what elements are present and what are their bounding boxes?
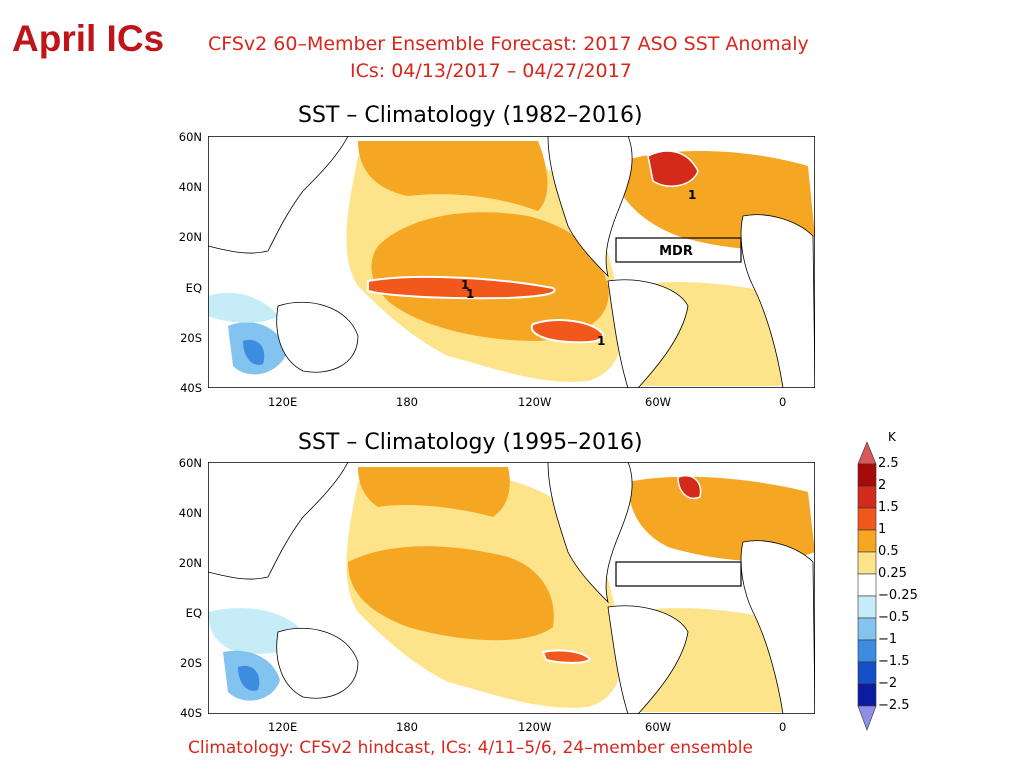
colorbar-level-label: 2.5 [878, 456, 899, 471]
map2-lat-label: 20N [178, 556, 202, 570]
map1-lat-label: 40N [178, 180, 202, 194]
colorbar-swatch [857, 463, 877, 487]
map1-africa-landmass [740, 214, 815, 388]
map2-gulf-stream-anomaly [677, 475, 702, 499]
map1-lat-label: EQ [185, 281, 202, 295]
colorbar [857, 441, 877, 731]
map1-north-america-landmass [547, 136, 633, 278]
colorbar-swatch [857, 639, 877, 663]
map2-lon-label: 120W [518, 720, 552, 734]
map1-asia-landmass [208, 136, 349, 254]
map2-north-america-landmass [547, 462, 633, 604]
colorbar-swatch [857, 507, 877, 531]
map1-sst-anomaly-map: MDR 1 1 1 1 [208, 136, 815, 388]
colorbar-swatch [857, 551, 877, 575]
map2-mdr-box [615, 561, 742, 587]
forecast-title: CFSv2 60–Member Ensemble Forecast: 2017 … [208, 33, 809, 55]
map1-australia-landmass [276, 301, 359, 373]
colorbar-level-label: 1.5 [878, 500, 899, 515]
colorbar-swatch [857, 485, 877, 509]
map1-gulf-stream-anomaly [647, 150, 699, 187]
map1-lon-label: 120W [518, 395, 552, 409]
map1-lat-label: 20S [180, 331, 202, 345]
colorbar-level-label: −0.25 [878, 588, 918, 603]
map2-lon-label: 120E [268, 720, 298, 734]
map1-pacific-warm-region [371, 212, 609, 341]
colorbar-swatch [857, 661, 877, 685]
map2-lat-label: 60N [178, 456, 202, 470]
map1-lon-label: 120E [268, 395, 298, 409]
colorbar-swatch [857, 529, 877, 553]
map2-north-atlantic-warm [628, 476, 815, 562]
map2-asia-landmass [208, 462, 349, 580]
colorbar-level-label: −0.5 [878, 610, 910, 625]
colorbar-level-label: −2.5 [878, 698, 910, 713]
slide-title: April ICs [12, 18, 165, 59]
colorbar-swatch [857, 683, 877, 707]
map1-equatorial-anomaly [367, 275, 556, 300]
map1-title: SST – Climatology (1982–2016) [298, 103, 643, 128]
map1-mdr-box [615, 237, 742, 263]
map1-north-pacific-warm [358, 141, 548, 211]
map2-lon-label: 0 [779, 720, 787, 734]
map2-africa-landmass [740, 540, 815, 714]
colorbar-overflow-high [857, 441, 877, 465]
map1-southeast-pacific-anomaly [530, 319, 604, 344]
map2-pacific-warm-region [348, 546, 554, 641]
map2-south-america-landmass [607, 605, 689, 714]
map2-australia-landmass [276, 627, 359, 699]
map2-north-pacific-warm [358, 467, 510, 517]
map1-contour-label: 1 [597, 334, 605, 348]
map1-lon-label: 60W [645, 395, 672, 409]
map1-lon-label: 180 [396, 395, 418, 409]
map1-contour-label: 1 [466, 287, 474, 301]
map2-sst-anomaly-map [208, 462, 815, 714]
map1-lat-label: 40S [180, 381, 202, 395]
map2-title: SST – Climatology (1995–2016) [298, 430, 643, 455]
map1-cool-anomaly [208, 292, 278, 323]
map1-strong-cool-anomaly [243, 339, 265, 365]
colorbar-level-label: −2 [878, 676, 898, 691]
map1-contour-label: 1 [461, 278, 469, 292]
climatology-footer: Climatology: CFSv2 hindcast, ICs: 4/11–5… [188, 738, 753, 758]
map2-lon-label: 180 [396, 720, 418, 734]
colorbar-swatch [857, 617, 877, 641]
colorbar-level-label: −1.5 [878, 654, 910, 669]
map1-south-america-landmass [607, 279, 689, 388]
colorbar-level-label: 0.5 [878, 544, 899, 559]
map2-lat-label: EQ [185, 606, 202, 620]
colorbar-swatch [857, 595, 877, 619]
map1-lat-label: 60N [178, 130, 202, 144]
colorbar-unit: K [888, 430, 896, 444]
map1-mdr-label: MDR [659, 244, 693, 259]
map2-lat-label: 20S [180, 656, 202, 670]
map2-lat-label: 40N [178, 506, 202, 520]
map1-lon-label: 0 [779, 395, 787, 409]
colorbar-overflow-low [857, 705, 877, 731]
map2-strong-cool-anomaly [238, 665, 260, 691]
map2-lat-label: 40S [180, 706, 202, 720]
ics-date-range: ICs: 04/13/2017 – 04/27/2017 [350, 60, 632, 82]
colorbar-level-label: 0.25 [878, 566, 907, 581]
colorbar-level-label: −1 [878, 632, 898, 647]
map1-contour-label: 1 [688, 188, 696, 202]
colorbar-level-label: 2 [878, 478, 887, 493]
colorbar-level-label: 1 [878, 522, 887, 537]
colorbar-swatch [857, 573, 877, 597]
map1-lat-label: 20N [178, 230, 202, 244]
map2-lon-label: 60W [645, 720, 672, 734]
map2-southeast-pacific-anomaly [541, 649, 592, 664]
